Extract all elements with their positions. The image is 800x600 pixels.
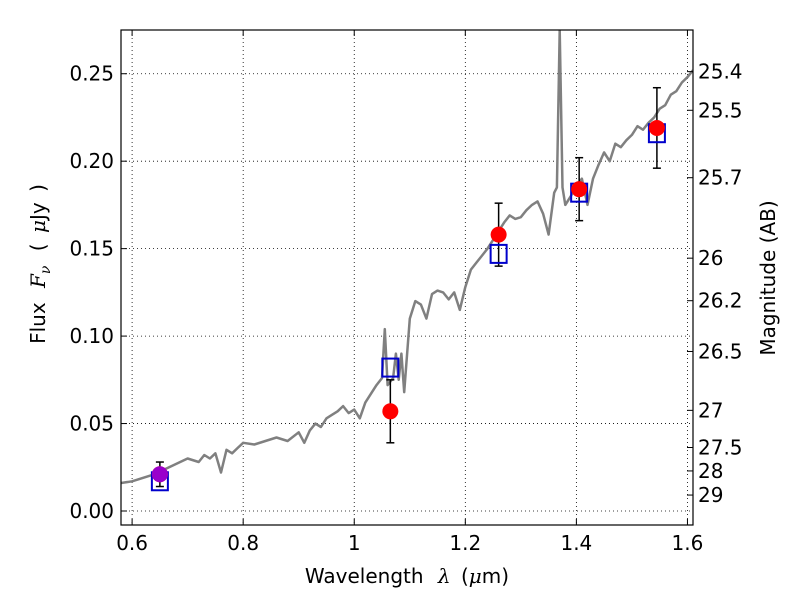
x-axis-label-unit-rest: m) [482, 564, 509, 588]
y-tick-label: 0.20 [69, 149, 114, 173]
x-axis-label-unit-mu: μ [469, 564, 482, 588]
model-square [381, 357, 400, 378]
y-axis-label-symbol: F [26, 273, 50, 289]
x-tick-label: 1.4 [560, 531, 592, 555]
y-tick-label: 0.05 [69, 412, 114, 436]
mag-tick-label: 25.7 [698, 166, 743, 190]
y-axis-label-subscript: ν [38, 265, 54, 274]
mag-tick-label: 29 [698, 483, 723, 507]
tick-layer: 0.6 0.8 1 1.2 1.4 1.6 0.00 0.05 0.10 0.15 0.20 0.25… [69, 30, 743, 555]
x-tick-label: 0.6 [116, 531, 148, 555]
x-axis-label-symbol: λ [437, 564, 451, 588]
y-tick-label: 0.25 [69, 62, 114, 86]
x-tick-label: 1.2 [449, 531, 481, 555]
x-tick-label: 1.6 [672, 531, 704, 555]
y-axis-label-unit-close: ) [26, 184, 50, 192]
mag-tick-label: 26.2 [698, 289, 743, 313]
y-tick-label: 0.00 [69, 499, 114, 523]
mag-tick-label: 27 [698, 398, 723, 422]
spectrum-line [121, 30, 693, 485]
observed-point [648, 119, 665, 136]
mag-tick-label: 27.5 [698, 435, 743, 459]
y-axis-label-text: Flux [26, 302, 50, 344]
observed-point [490, 226, 507, 243]
x-tick-label: 1 [348, 531, 361, 555]
x-tick-label: 0.8 [227, 531, 259, 555]
y-axis-label-unit-rest: Jy [26, 202, 50, 222]
plot-frame [120, 29, 694, 526]
mag-tick-label: 26 [698, 246, 723, 270]
mag-tick-label: 28 [698, 459, 723, 483]
observed-point [571, 181, 588, 198]
mag-tick-label: 26.5 [698, 339, 743, 363]
x-axis-label-text: Wavelength [305, 564, 424, 588]
purple-point [151, 466, 168, 483]
y-axis-label-unit-mu: μ [26, 220, 50, 233]
observed-point [382, 403, 399, 420]
mag-tick-label: 25.5 [698, 98, 743, 122]
y-axis-label: Flux Fν ( μJy ) [26, 184, 55, 344]
y-tick-label: 0.10 [69, 324, 114, 348]
plot-layer [121, 30, 693, 492]
grid-layer [121, 30, 693, 525]
x-axis-label-unit-open: ( [461, 564, 469, 588]
y-tick-label: 0.15 [69, 237, 114, 261]
y2-axis-label: Magnitude (AB) [756, 200, 780, 355]
y-axis-label-unit-open: ( [26, 243, 50, 251]
model-square [489, 243, 508, 264]
mag-tick-label: 25.4 [698, 60, 743, 84]
x-axis-label: Wavelength λ (μm) [305, 564, 509, 588]
